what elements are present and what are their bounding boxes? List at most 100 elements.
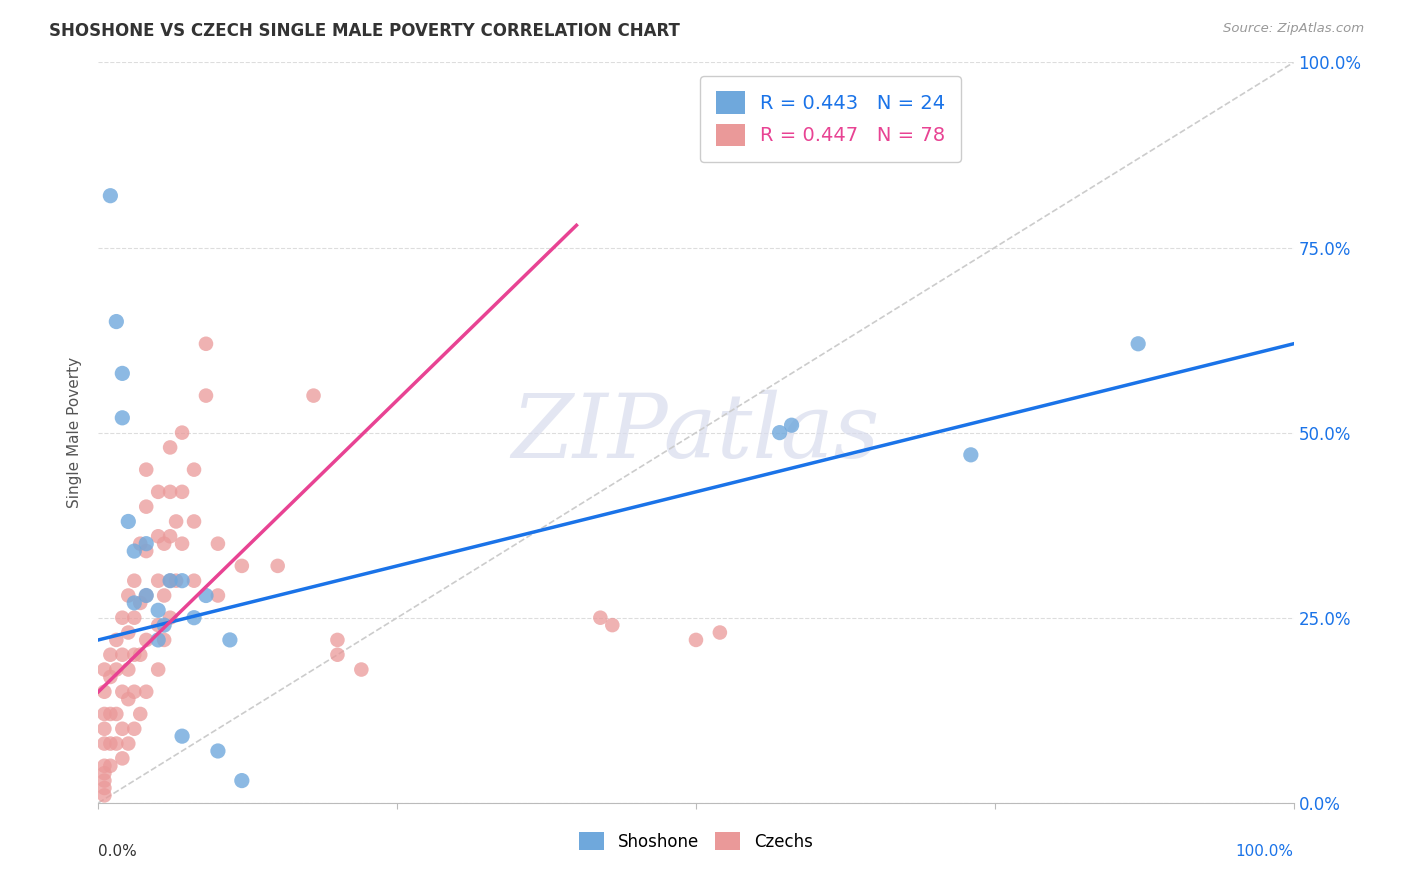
Point [124, 648, 146, 662]
Point [148, 632, 170, 647]
Point [111, 722, 134, 736]
Point [129, 596, 152, 610]
Point [153, 589, 176, 603]
Point [93, 663, 115, 677]
Point [124, 685, 146, 699]
Point [148, 618, 170, 632]
Legend: Shoshone, Czechs: Shoshone, Czechs [572, 825, 820, 857]
Point [93, 685, 115, 699]
Point [105, 737, 128, 751]
Point [124, 574, 146, 588]
Point [153, 536, 176, 550]
Point [93, 737, 115, 751]
Point [709, 625, 731, 640]
Point [165, 515, 187, 529]
Point [124, 596, 146, 610]
Point [105, 632, 128, 647]
Point [129, 706, 152, 721]
Point [98, 737, 122, 751]
Point [111, 751, 134, 765]
Point [111, 410, 134, 425]
Point [768, 425, 790, 440]
Point [183, 574, 205, 588]
Point [93, 773, 115, 788]
Point [105, 314, 128, 328]
Point [602, 618, 624, 632]
Point [124, 610, 146, 624]
Text: SHOSHONE VS CZECH SINGLE MALE POVERTY CORRELATION CHART: SHOSHONE VS CZECH SINGLE MALE POVERTY CO… [49, 22, 681, 40]
Point [780, 418, 803, 433]
Point [153, 632, 176, 647]
Y-axis label: Single Male Poverty: Single Male Poverty [67, 357, 83, 508]
Point [129, 536, 152, 550]
Point [98, 188, 122, 202]
Point [195, 589, 218, 603]
Point [117, 625, 139, 640]
Point [129, 648, 152, 662]
Point [117, 589, 139, 603]
Point [159, 610, 181, 624]
Point [183, 462, 205, 476]
Point [93, 780, 115, 795]
Point [135, 544, 157, 558]
Text: ZIPatlas: ZIPatlas [512, 389, 880, 476]
Point [98, 706, 122, 721]
Text: Source: ZipAtlas.com: Source: ZipAtlas.com [1223, 22, 1364, 36]
Point [135, 500, 157, 514]
Point [172, 484, 194, 499]
Point [93, 789, 115, 803]
Point [148, 663, 170, 677]
Point [326, 648, 349, 662]
Point [98, 648, 122, 662]
Point [148, 529, 170, 543]
Point [172, 536, 194, 550]
Point [183, 515, 205, 529]
Point [148, 574, 170, 588]
Point [93, 766, 115, 780]
Point [93, 722, 115, 736]
Point [172, 729, 194, 743]
Point [135, 685, 157, 699]
Point [117, 737, 139, 751]
Point [111, 610, 134, 624]
Point [159, 529, 181, 543]
Point [195, 336, 218, 351]
Point [159, 574, 181, 588]
Point [183, 610, 205, 624]
Point [172, 425, 194, 440]
Point [117, 663, 139, 677]
Point [98, 670, 122, 684]
Point [111, 685, 134, 699]
Point [135, 589, 157, 603]
Point [350, 663, 373, 677]
Point [105, 706, 128, 721]
Point [105, 663, 128, 677]
Point [135, 462, 157, 476]
Point [148, 603, 170, 617]
Point [231, 558, 253, 573]
Point [207, 589, 229, 603]
Text: 0.0%: 0.0% [98, 844, 138, 858]
Point [159, 484, 181, 499]
Point [111, 367, 134, 381]
Point [153, 618, 176, 632]
Point [207, 536, 229, 550]
Point [589, 610, 612, 624]
Point [93, 758, 115, 772]
Point [135, 589, 157, 603]
Point [135, 536, 157, 550]
Text: 100.0%: 100.0% [1236, 844, 1294, 858]
Point [172, 574, 194, 588]
Point [195, 388, 218, 402]
Point [117, 515, 139, 529]
Point [98, 758, 122, 772]
Point [165, 574, 187, 588]
Point [302, 388, 325, 402]
Point [267, 558, 290, 573]
Point [326, 632, 349, 647]
Point [159, 441, 181, 455]
Point [117, 692, 139, 706]
Point [124, 722, 146, 736]
Point [960, 448, 983, 462]
Point [148, 484, 170, 499]
